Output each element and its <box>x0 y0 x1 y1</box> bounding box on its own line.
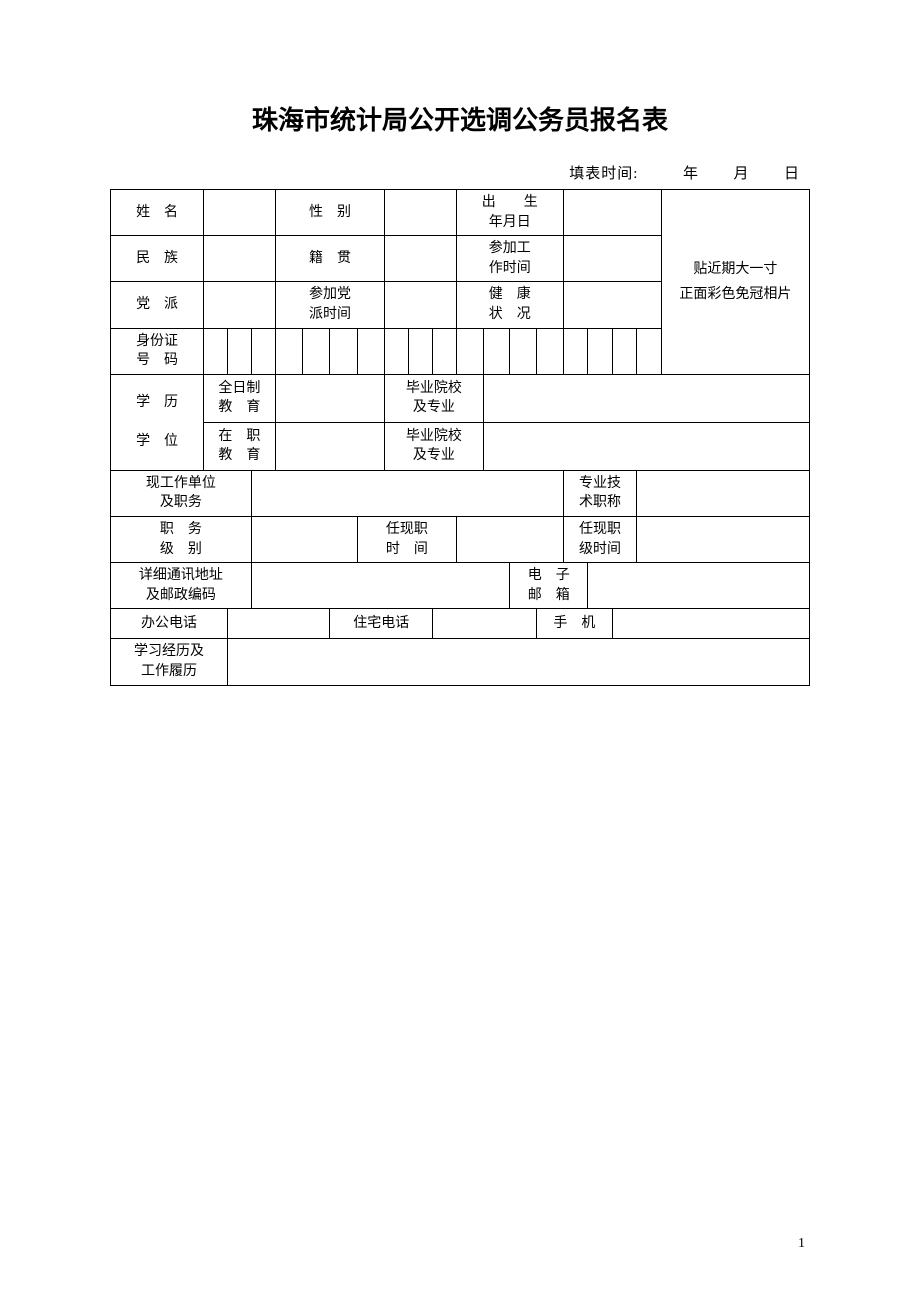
label-name: 姓 名 <box>111 190 204 236</box>
value-address[interactable] <box>251 563 509 609</box>
value-ethnicity[interactable] <box>204 236 275 282</box>
form-title: 珠海市统计局公开选调公务员报名表 <box>110 100 810 137</box>
value-history[interactable] <box>227 639 809 685</box>
label-fulltime-school: 毕业院校及专业 <box>385 374 483 422</box>
label-mobile: 手 机 <box>536 609 612 639</box>
label-current-unit: 现工作单位及职务 <box>111 470 252 516</box>
photo-area: 贴近期大一寸正面彩色免冠相片 <box>661 190 809 375</box>
value-mobile[interactable] <box>612 609 809 639</box>
value-fulltime-edu[interactable] <box>275 374 385 422</box>
value-current-level-time[interactable] <box>637 516 810 562</box>
label-history: 学习经历及工作履历 <box>111 639 228 685</box>
id-digit-6[interactable] <box>330 328 357 374</box>
label-current-level-time: 任现职级时间 <box>563 516 637 562</box>
value-office-phone[interactable] <box>227 609 330 639</box>
id-digit-12[interactable] <box>483 328 510 374</box>
label-gender: 性 别 <box>275 190 385 236</box>
id-digit-14[interactable] <box>536 328 563 374</box>
id-digit-1[interactable] <box>204 328 228 374</box>
label-current-pos-time: 任现职时 间 <box>357 516 456 562</box>
id-digit-3[interactable] <box>251 328 275 374</box>
id-digit-18[interactable] <box>637 328 662 374</box>
value-birth[interactable] <box>563 190 661 236</box>
registration-form-table: 姓 名 性 别 出 生年月日 贴近期大一寸正面彩色免冠相片 民 族 籍 贯 参加… <box>110 189 810 686</box>
label-ethnicity: 民 族 <box>111 236 204 282</box>
value-onjob-edu[interactable] <box>275 422 385 470</box>
id-digit-9[interactable] <box>409 328 433 374</box>
value-party[interactable] <box>204 282 275 328</box>
value-health[interactable] <box>563 282 661 328</box>
id-digit-17[interactable] <box>612 328 637 374</box>
label-work-start: 参加工作时间 <box>456 236 563 282</box>
label-onjob-edu: 在 职教 育 <box>204 422 275 470</box>
value-current-pos-time[interactable] <box>456 516 563 562</box>
label-party-date: 参加党派时间 <box>275 282 385 328</box>
label-email: 电 子邮 箱 <box>510 563 588 609</box>
label-fulltime-edu: 全日制教 育 <box>204 374 275 422</box>
value-home-phone[interactable] <box>432 609 536 639</box>
value-onjob-school[interactable] <box>483 422 809 470</box>
value-gender[interactable] <box>385 190 456 236</box>
value-current-unit[interactable] <box>251 470 563 516</box>
id-digit-2[interactable] <box>227 328 251 374</box>
id-digit-10[interactable] <box>432 328 456 374</box>
id-digit-11[interactable] <box>456 328 483 374</box>
value-fulltime-school[interactable] <box>483 374 809 422</box>
id-digit-13[interactable] <box>510 328 537 374</box>
month-label: 月 <box>733 166 749 182</box>
value-party-date[interactable] <box>385 282 456 328</box>
label-education-degree: 学 历学 位 <box>111 374 204 470</box>
value-name[interactable] <box>204 190 275 236</box>
label-party: 党 派 <box>111 282 204 328</box>
value-position-level[interactable] <box>251 516 357 562</box>
id-digit-4[interactable] <box>275 328 302 374</box>
day-label: 日 <box>784 166 800 182</box>
id-digit-5[interactable] <box>303 328 330 374</box>
value-work-start[interactable] <box>563 236 661 282</box>
label-home-phone: 住宅电话 <box>330 609 433 639</box>
label-birth: 出 生年月日 <box>456 190 563 236</box>
label-office-phone: 办公电话 <box>111 609 228 639</box>
label-position-level: 职 务级 别 <box>111 516 252 562</box>
label-native-place: 籍 贯 <box>275 236 385 282</box>
value-pro-title[interactable] <box>637 470 810 516</box>
id-digit-15[interactable] <box>563 328 588 374</box>
year-label: 年 <box>683 166 699 182</box>
label-address: 详细通讯地址及邮政编码 <box>111 563 252 609</box>
fill-date-line: 填表时间: 年 月 日 <box>110 162 810 183</box>
page-number: 1 <box>798 1236 805 1252</box>
label-health: 健 康状 况 <box>456 282 563 328</box>
value-native-place[interactable] <box>385 236 456 282</box>
id-digit-16[interactable] <box>588 328 613 374</box>
id-digit-7[interactable] <box>357 328 384 374</box>
label-id: 身份证号 码 <box>111 328 204 374</box>
label-onjob-school: 毕业院校及专业 <box>385 422 483 470</box>
id-digit-8[interactable] <box>385 328 409 374</box>
fill-date-label: 填表时间: <box>569 166 638 182</box>
label-pro-title: 专业技术职称 <box>563 470 637 516</box>
value-email[interactable] <box>588 563 810 609</box>
